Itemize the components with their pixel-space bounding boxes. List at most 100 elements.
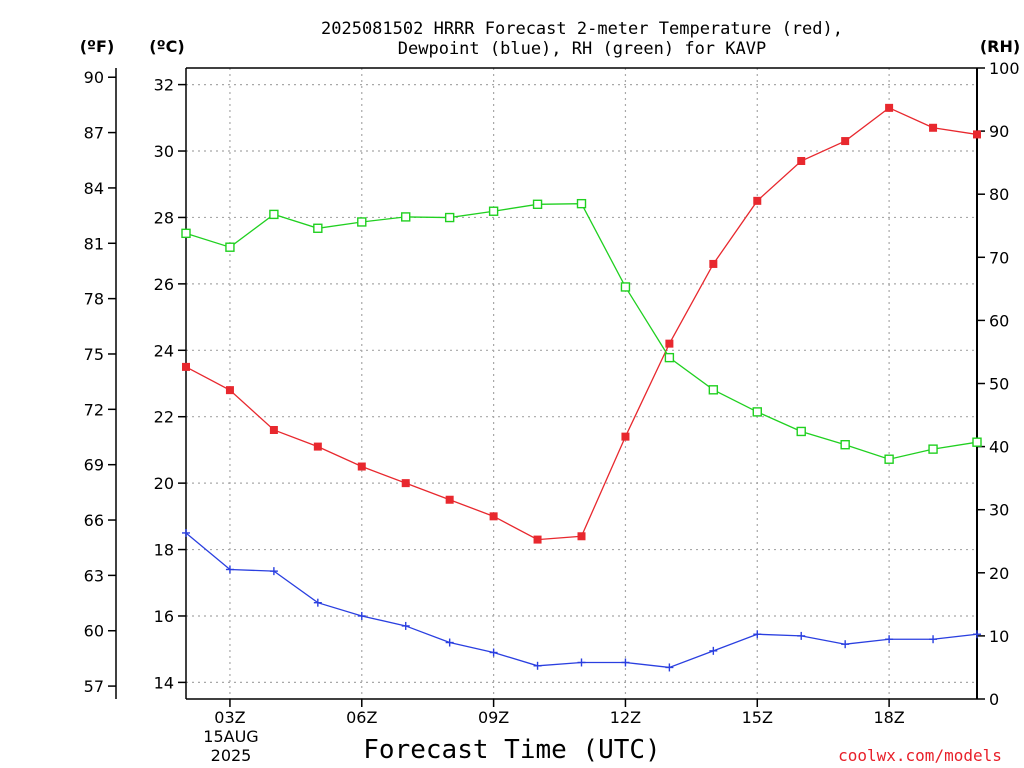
temperature-point <box>489 512 498 521</box>
axes <box>108 67 985 707</box>
celsius-tick-label: 16 <box>154 607 174 626</box>
rh-point <box>664 352 675 363</box>
rh-tick-label: 50 <box>989 375 1009 394</box>
celsius-tick-label: 22 <box>154 408 174 427</box>
x-tick-label: 06Z <box>346 708 377 727</box>
dewpoint-point <box>885 635 894 644</box>
rh-point <box>972 437 982 447</box>
rh-tick-label: 10 <box>989 627 1009 646</box>
dewpoint-point <box>489 648 498 657</box>
rh-point <box>708 385 719 395</box>
celsius-tick-label: 14 <box>154 673 174 692</box>
celsius-unit-label: (ºC) <box>149 37 184 56</box>
fahrenheit-tick-label: 81 <box>84 234 104 253</box>
x-tick-label: 12Z <box>610 708 641 727</box>
fahrenheit-tick-label: 84 <box>84 179 104 198</box>
fahrenheit-tick-label: 63 <box>84 566 104 585</box>
dewpoint-point <box>841 640 850 649</box>
temperature-point <box>753 196 762 205</box>
rh-tick-label: 70 <box>989 248 1009 267</box>
rh-point <box>357 217 367 227</box>
dewpoint-point <box>753 630 762 639</box>
rh-tick-label: 90 <box>989 122 1009 141</box>
temperature-point <box>709 259 718 268</box>
dewpoint-point <box>929 635 938 644</box>
dewpoint-point <box>313 598 322 607</box>
dewpoint-point <box>665 663 674 672</box>
rh-point <box>444 212 455 223</box>
rh-tick-label: 0 <box>989 690 999 709</box>
rh-point <box>928 444 938 454</box>
celsius-tick-label: 18 <box>154 541 174 560</box>
temperature-point <box>401 479 410 488</box>
fahrenheit-tick-label: 87 <box>84 124 104 143</box>
chart-title-line1: 2025081502 HRRR Forecast 2-meter Tempera… <box>321 19 843 39</box>
x-axis-title: Forecast Time (UTC) <box>363 735 660 765</box>
celsius-tick-label: 32 <box>154 76 174 95</box>
dewpoint-point <box>401 621 410 630</box>
rh-tick-label: 30 <box>989 501 1009 520</box>
site-credit: coolwx.com/models <box>838 746 1002 765</box>
date-label-year: 2025 <box>211 746 252 765</box>
dewpoint-point <box>797 631 806 640</box>
dewpoint-point <box>225 565 234 574</box>
temperature-point <box>577 532 586 541</box>
grid-lines <box>186 68 977 699</box>
rh-point <box>796 426 806 437</box>
temperature-point <box>929 123 938 132</box>
temperature-point <box>182 362 190 371</box>
x-tick-label: 18Z <box>873 708 904 727</box>
tick-labels: 14 16 18 20 22 24 26 28 30 32 57 60 63 66 69 72 75 78 81 84… <box>84 59 1020 727</box>
fahrenheit-unit-label: (ºF) <box>80 37 115 56</box>
fahrenheit-tick-label: 66 <box>84 511 104 530</box>
fahrenheit-tick-label: 78 <box>84 290 104 309</box>
x-tick-label: 09Z <box>478 708 509 727</box>
rh-tick-label: 100 <box>989 59 1020 78</box>
dewpoint-line <box>185 532 978 669</box>
rh-tick-label: 20 <box>989 564 1009 583</box>
data-series <box>181 103 982 672</box>
dewpoint-point <box>357 611 366 620</box>
temperature-point <box>621 432 630 441</box>
fahrenheit-tick-label: 72 <box>84 400 104 419</box>
dewpoint-point <box>269 567 278 576</box>
temperature-point <box>797 156 806 165</box>
temperature-point <box>665 339 674 348</box>
temperature-point <box>885 103 894 112</box>
rh-point <box>840 440 850 450</box>
celsius-tick-label: 28 <box>154 208 174 227</box>
temperature-point <box>269 425 278 434</box>
temperature-point <box>841 137 850 146</box>
rh-point <box>576 198 587 209</box>
rh-point <box>269 209 279 220</box>
dewpoint-point <box>709 646 718 655</box>
rh-point <box>488 206 499 216</box>
x-tick-label: 03Z <box>214 708 245 727</box>
fahrenheit-tick-label: 75 <box>84 345 104 364</box>
rh-point <box>225 242 235 252</box>
rh-tick-label: 60 <box>989 311 1009 330</box>
rh-tick-label: 40 <box>989 438 1009 457</box>
fahrenheit-tick-label: 90 <box>84 68 104 87</box>
dewpoint-point <box>621 658 630 667</box>
temperature-line <box>185 107 978 541</box>
rh-point <box>752 407 762 417</box>
rh-point <box>532 199 543 209</box>
rh-point <box>401 212 411 222</box>
dewpoint-point <box>533 661 542 670</box>
celsius-tick-label: 24 <box>154 341 174 360</box>
dewpoint-point <box>973 630 981 639</box>
celsius-tick-label: 30 <box>154 142 174 161</box>
dewpoint-point <box>445 638 454 647</box>
x-tick-label: 15Z <box>742 708 773 727</box>
dewpoint-point <box>182 528 190 537</box>
temperature-point <box>225 386 234 395</box>
temperature-point <box>533 535 542 544</box>
temperature-point <box>445 495 454 504</box>
fahrenheit-tick-label: 60 <box>84 622 104 641</box>
date-label-day: 15AUG <box>203 727 258 746</box>
chart-title-line2: Dewpoint (blue), RH (green) for KAVP <box>398 39 766 59</box>
celsius-tick-label: 20 <box>154 474 174 493</box>
rh-point <box>620 282 631 292</box>
